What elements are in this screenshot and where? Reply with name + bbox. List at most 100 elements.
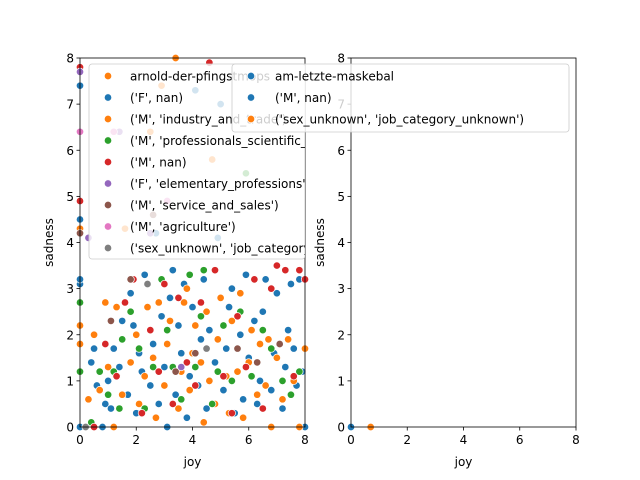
legend-marker — [103, 71, 113, 81]
data-point — [177, 362, 186, 372]
data-point — [104, 390, 113, 399]
y-tick-label: 8 — [337, 52, 345, 66]
data-point — [115, 404, 124, 413]
data-point — [236, 330, 245, 339]
axes-frame — [350, 57, 577, 428]
data-point — [146, 326, 155, 335]
x-tick-label: 8 — [301, 433, 309, 447]
data-point — [227, 284, 236, 293]
data-point — [227, 409, 236, 418]
data-point — [182, 358, 191, 367]
data-point — [185, 386, 194, 395]
data-point — [267, 284, 276, 293]
data-point — [165, 316, 175, 325]
x-tick-label: 0 — [347, 433, 355, 447]
data-point — [95, 386, 104, 395]
y-tick-label: 3 — [337, 282, 345, 296]
data-point — [146, 381, 155, 390]
data-point — [258, 404, 267, 413]
data-point — [104, 376, 113, 385]
data-point — [118, 335, 127, 344]
data-point — [202, 307, 211, 316]
data-point — [233, 312, 242, 321]
legend-label: ('sex_unknown', 'job_category_unknown') — [130, 242, 379, 256]
legend-label: ('M', 'service_and_sales') — [130, 199, 279, 213]
data-point — [129, 321, 138, 330]
data-point — [196, 298, 205, 307]
data-point — [199, 418, 208, 427]
data-point — [90, 344, 99, 353]
data-point — [126, 307, 135, 316]
legend-marker — [103, 93, 113, 102]
data-point — [239, 413, 248, 422]
y-tick-label: 0 — [66, 421, 74, 435]
data-point — [208, 399, 217, 408]
data-point — [210, 266, 220, 275]
data-point — [261, 381, 270, 390]
data-point — [185, 372, 194, 381]
data-point — [267, 344, 276, 353]
data-point — [126, 289, 135, 298]
legend-label: am-letzte-maskebal — [275, 70, 394, 84]
data-point — [199, 266, 208, 275]
data-point — [168, 266, 177, 275]
x-tick-label: 6 — [516, 433, 524, 447]
data-point — [202, 344, 211, 353]
data-point — [241, 270, 250, 279]
legend-label: ('sex_unknown', 'job_category_unknown') — [275, 113, 524, 127]
data-point — [163, 326, 172, 335]
x-tick-label: 4 — [460, 433, 468, 447]
data-point — [135, 344, 144, 353]
data-point — [205, 376, 214, 385]
data-point — [241, 362, 250, 372]
y-tick-label: 5 — [66, 190, 74, 204]
y-tick-label: 4 — [66, 236, 74, 250]
data-point — [272, 261, 281, 270]
data-point — [120, 298, 130, 307]
data-point — [188, 303, 197, 312]
data-point — [106, 404, 115, 413]
data-point — [87, 358, 96, 367]
data-point — [247, 326, 256, 335]
data-point — [281, 362, 290, 372]
data-point — [132, 330, 141, 339]
data-point — [115, 362, 124, 372]
y-tick-label: 6 — [337, 144, 345, 158]
data-point — [219, 321, 228, 330]
data-point — [239, 395, 248, 404]
data-point — [278, 404, 287, 413]
legend-label: ('F', 'elementary_professions') — [130, 177, 310, 191]
data-point — [216, 293, 225, 302]
data-point — [219, 386, 228, 395]
data-point — [295, 266, 304, 275]
data-point — [233, 367, 242, 376]
legend-marker — [103, 222, 113, 231]
data-point — [109, 344, 118, 353]
data-point — [101, 339, 110, 349]
data-point — [90, 330, 99, 339]
data-point — [255, 376, 265, 385]
data-point — [185, 270, 194, 279]
data-point — [196, 335, 205, 344]
data-point — [182, 413, 191, 422]
data-point — [174, 293, 183, 302]
data-point — [278, 395, 287, 404]
y-tick-label: 2 — [66, 328, 74, 342]
y-tick-label: 5 — [337, 190, 345, 204]
data-point — [182, 284, 191, 293]
data-point — [227, 376, 236, 385]
x-tick-label: 2 — [132, 433, 140, 447]
data-point — [191, 349, 200, 358]
data-point — [143, 303, 152, 312]
data-point — [261, 275, 270, 284]
x-axis-label: joy — [454, 455, 473, 469]
axis-ticks: 0 2 4 6 8 0 1 2 3 4 5 6 7 8 — [66, 52, 308, 448]
data-point — [213, 335, 222, 344]
data-point — [205, 326, 214, 335]
data-point — [101, 399, 110, 408]
data-point — [171, 390, 180, 399]
data-point — [255, 339, 265, 349]
x-axis-label: joy — [183, 455, 202, 469]
legend-label: ('M', nan) — [275, 91, 332, 105]
